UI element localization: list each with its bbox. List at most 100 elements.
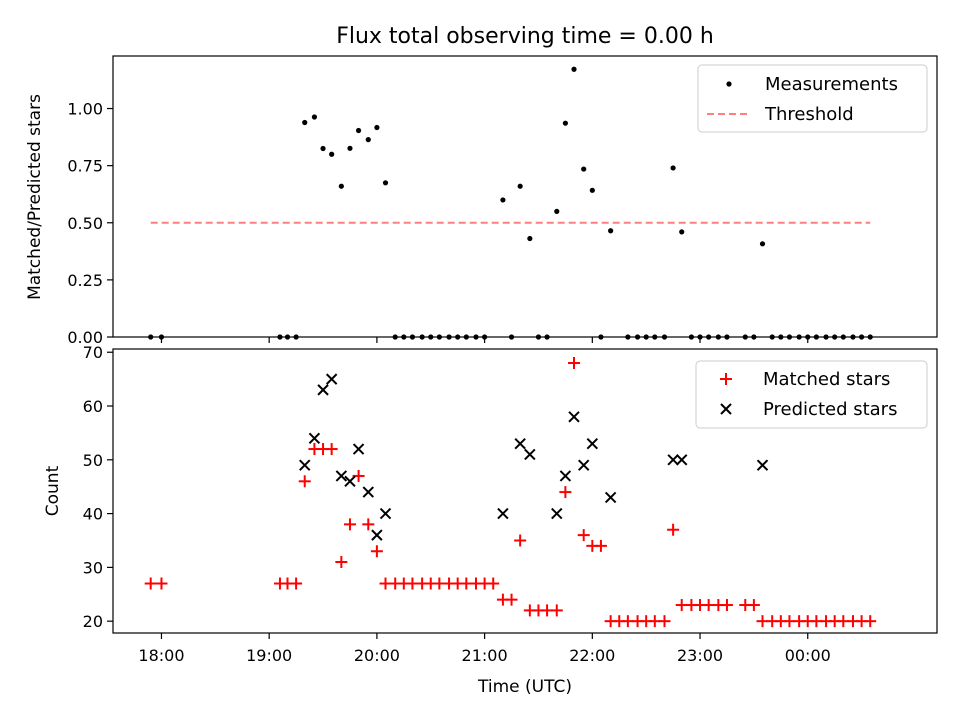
bottom-x-tick-label: 18:00	[138, 646, 184, 665]
measurement-point	[374, 124, 380, 131]
bottom-legend: Matched stars Predicted stars	[695, 360, 928, 429]
predicted-star-stroke-b	[577, 459, 590, 471]
bottom-y-tick-label: 40	[83, 505, 103, 524]
predicted-stars-legend-label: Predicted stars	[763, 399, 897, 420]
measurement-point	[562, 120, 568, 126]
predicted-star-stroke-b	[551, 507, 563, 520]
predicted-star-point	[379, 507, 392, 520]
predicted-star-stroke-b	[335, 470, 348, 482]
top-y-axis-label: Matched/Predicted stars	[25, 94, 45, 300]
bottom-y-tick-label: 30	[83, 558, 103, 577]
predicted-star-stroke-b	[676, 454, 688, 466]
bottom-x-tick-label: 22:00	[569, 646, 615, 665]
matched-star-point	[747, 599, 760, 612]
bottom-y-tick-label: 50	[83, 451, 103, 470]
predicted-star-point	[551, 507, 563, 520]
measurements-legend-label: Measurements	[765, 74, 898, 95]
predicted-star-point	[524, 448, 536, 461]
matched-star-point	[568, 356, 581, 369]
bottom-x-tick-label: 21:00	[462, 646, 508, 665]
top-y-tick-label: 0.00	[67, 328, 103, 347]
matched-star-point	[667, 523, 680, 536]
bottom-x-tick-label: 20:00	[354, 646, 400, 665]
matched-star-point	[550, 604, 563, 617]
predicted-star-stroke-b	[586, 437, 599, 450]
measurement-point	[382, 180, 389, 186]
x-axis-label: Time (UTC)	[477, 677, 572, 697]
chart-title: Flux total observing time = 0.00 h	[336, 24, 714, 49]
matched-star-point	[559, 486, 572, 499]
measurement-point	[589, 187, 595, 193]
measurements-legend-marker	[726, 81, 732, 87]
bottom-y-tick-label: 60	[83, 397, 103, 416]
measurement-point	[608, 228, 614, 234]
predicted-star-point	[667, 454, 679, 466]
predicted-star-point	[325, 373, 338, 385]
measurement-point	[347, 145, 353, 151]
predicted-star-point	[335, 470, 348, 482]
top-y-tick-label: 0.75	[67, 157, 103, 176]
measurement-point	[517, 183, 523, 189]
predicted-star-stroke-b	[524, 448, 536, 461]
measurement-point	[679, 229, 685, 235]
predicted-star-stroke-b	[352, 443, 365, 455]
measurement-point	[527, 235, 533, 242]
predicted-star-stroke-b	[497, 507, 509, 520]
predicted-star-stroke-b	[568, 411, 580, 423]
top-y-ticks: 0.00 0.25 0.50 0.75 1.00	[67, 100, 113, 347]
measurement-point	[302, 119, 308, 126]
matched-star-point	[290, 577, 303, 590]
predicted-star-stroke-b	[559, 470, 572, 482]
predicted-star-point	[299, 459, 311, 471]
top-panel: Flux total observing time = 0.00 h 0.00 0…	[25, 24, 938, 347]
predicted-star-point	[497, 507, 509, 520]
predicted-star-stroke-b	[667, 454, 679, 466]
matched-star-point	[514, 534, 527, 547]
predicted-star-point	[352, 443, 365, 455]
matched-star-point	[505, 593, 518, 606]
predicted-star-stroke-b	[344, 475, 356, 488]
predicted-star-stroke-b	[308, 432, 321, 444]
threshold-legend-label: Threshold	[764, 104, 854, 125]
matched-stars-legend-marker	[720, 373, 732, 385]
predicted-star-stroke-b	[604, 491, 617, 504]
measurement-point	[329, 151, 335, 157]
bottom-y-ticks: 20 30 40 50 60 70	[83, 343, 113, 631]
bottom-y-tick-label: 20	[83, 612, 103, 631]
matched-star-point	[658, 615, 671, 628]
measurement-point	[759, 241, 766, 247]
top-legend: Measurements Threshold	[697, 64, 928, 133]
predicted-star-point	[756, 459, 769, 471]
predicted-star-point	[514, 437, 526, 450]
top-x-ticks	[160, 337, 809, 343]
predicted-star-point	[317, 384, 329, 396]
measurement-point	[320, 145, 326, 152]
matched-stars-legend-label: Matched stars	[763, 369, 890, 390]
matched-star-point	[362, 518, 375, 531]
predicted-star-point	[371, 529, 383, 541]
top-legend-box	[697, 64, 928, 133]
matched-star-point	[155, 577, 168, 590]
bottom-axes-frame	[112, 348, 938, 634]
predicted-stars-legend-marker	[720, 403, 732, 415]
bottom-x-tick-label: 23:00	[677, 646, 723, 665]
bottom-x-tick-label: 19:00	[246, 646, 292, 665]
bottom-y-axis-label: Count	[43, 465, 63, 516]
matched-star-point	[298, 475, 311, 488]
predicted-star-stroke-b	[325, 373, 338, 385]
predicted-star-point	[344, 475, 356, 488]
bottom-plot-area	[144, 356, 877, 628]
top-axes-frame	[112, 55, 938, 338]
predicted-star-stroke-b	[514, 437, 526, 450]
matched-star-point	[335, 556, 348, 568]
predicted-star-stroke-b	[299, 459, 311, 471]
predicted-star-point	[568, 411, 580, 423]
matched-star-point	[144, 577, 157, 590]
measurement-point	[554, 208, 560, 214]
top-y-tick-label: 0.50	[67, 214, 103, 233]
measurement-point	[311, 114, 318, 120]
matched-star-point	[720, 599, 733, 612]
bottom-x-tick-label: 00:00	[785, 646, 831, 665]
measurement-point	[338, 183, 344, 189]
